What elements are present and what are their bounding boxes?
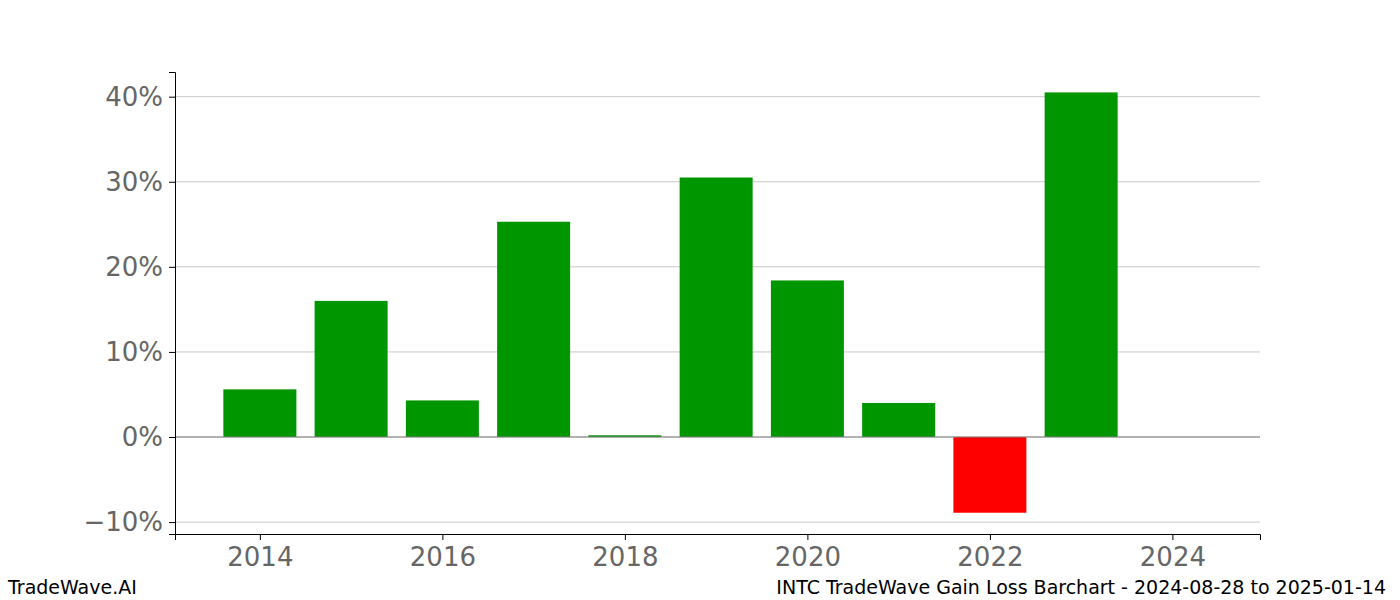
y-tick: 40% bbox=[105, 81, 175, 111]
y-tick: 10% bbox=[105, 337, 175, 367]
x-axis: 2014 2016 2018 2020 2022 2024 bbox=[176, 534, 1261, 572]
bar bbox=[223, 389, 296, 437]
x-tick: 2018 bbox=[592, 534, 658, 572]
x-tick-mark bbox=[1172, 534, 1173, 540]
y-tick-mark bbox=[169, 522, 175, 523]
x-axis-line bbox=[176, 535, 1261, 541]
x-tick-label: 2016 bbox=[410, 542, 476, 572]
y-tick-label: 40% bbox=[105, 81, 163, 111]
y-tick: −10% bbox=[83, 507, 175, 537]
y-axis-line bbox=[169, 73, 176, 535]
bar bbox=[862, 403, 935, 437]
x-tick-mark bbox=[990, 534, 991, 540]
title: INTC TradeWave Gain Loss Barchart - 2024… bbox=[776, 576, 1386, 598]
y-tick-mark bbox=[169, 267, 175, 268]
bar bbox=[771, 280, 844, 437]
x-tick-mark bbox=[260, 534, 261, 540]
x-tick-mark bbox=[807, 534, 808, 540]
x-tick: 2024 bbox=[1140, 534, 1206, 572]
y-tick-mark bbox=[169, 97, 175, 98]
x-tick-mark bbox=[625, 534, 626, 540]
y-tick-mark bbox=[169, 182, 175, 183]
x-tick-label: 2018 bbox=[592, 542, 658, 572]
bars bbox=[223, 92, 1117, 512]
y-tick-mark bbox=[169, 352, 175, 353]
annotation: TradeWave.AI bbox=[7, 576, 137, 598]
x-tick-label: 2022 bbox=[957, 542, 1023, 572]
y-tick-label: 20% bbox=[105, 252, 163, 282]
y-tick-label: 30% bbox=[105, 167, 163, 197]
bar bbox=[315, 301, 388, 437]
chart: −10%0%10%20%30%40%2014201620182020202220… bbox=[0, 0, 1400, 600]
bar bbox=[953, 437, 1026, 513]
y-tick-label: 0% bbox=[122, 422, 163, 452]
x-tick: 2020 bbox=[775, 534, 841, 572]
x-tick-label: 2024 bbox=[1140, 542, 1206, 572]
bar bbox=[406, 400, 479, 437]
y-tick: 30% bbox=[105, 167, 175, 197]
y-axis: −10% 0% 10% 20% 30% 40% bbox=[83, 73, 175, 537]
bar bbox=[497, 222, 570, 437]
bar bbox=[680, 178, 753, 438]
y-tick-label: −10% bbox=[83, 507, 163, 537]
x-tick-label: 2020 bbox=[775, 542, 841, 572]
x-tick: 2016 bbox=[410, 534, 476, 572]
bar bbox=[1045, 92, 1118, 437]
grid-line bbox=[175, 522, 1260, 523]
grid-line bbox=[175, 437, 1260, 438]
plot: −10%0%10%20%30%40%2014201620182020202220… bbox=[83, 73, 1260, 573]
y-tick-label: 10% bbox=[105, 337, 163, 367]
x-tick-label: 2014 bbox=[227, 542, 293, 572]
zero-line bbox=[175, 437, 1260, 438]
x-tick: 2022 bbox=[957, 534, 1023, 572]
y-tick-mark bbox=[169, 437, 175, 438]
y-tick: 20% bbox=[105, 252, 175, 282]
y-tick: 0% bbox=[122, 422, 175, 452]
x-tick-mark bbox=[442, 534, 443, 540]
x-tick: 2014 bbox=[227, 534, 293, 572]
